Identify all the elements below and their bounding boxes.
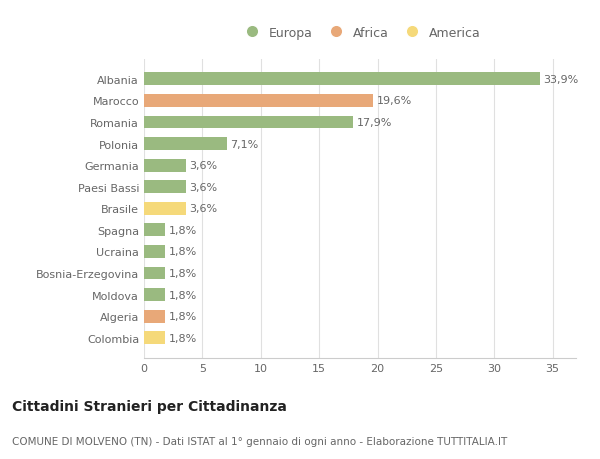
Bar [144, 224, 165, 237]
Text: 1,8%: 1,8% [169, 290, 197, 300]
Text: 1,8%: 1,8% [169, 333, 197, 343]
Text: 1,8%: 1,8% [169, 269, 197, 279]
Bar [144, 159, 186, 172]
Bar [144, 289, 165, 302]
Text: 33,9%: 33,9% [544, 75, 578, 84]
Text: 3,6%: 3,6% [190, 204, 218, 214]
Text: 17,9%: 17,9% [356, 118, 392, 128]
Text: 1,8%: 1,8% [169, 312, 197, 321]
Text: 19,6%: 19,6% [376, 96, 412, 106]
Bar [144, 138, 227, 151]
Bar [144, 116, 353, 129]
Legend: Europa, Africa, America: Europa, Africa, America [237, 24, 483, 42]
Bar [144, 181, 186, 194]
Text: 3,6%: 3,6% [190, 182, 218, 192]
Bar [144, 310, 165, 323]
Text: 1,8%: 1,8% [169, 225, 197, 235]
Text: COMUNE DI MOLVENO (TN) - Dati ISTAT al 1° gennaio di ogni anno - Elaborazione TU: COMUNE DI MOLVENO (TN) - Dati ISTAT al 1… [12, 436, 507, 446]
Text: 1,8%: 1,8% [169, 247, 197, 257]
Bar [144, 331, 165, 344]
Bar [144, 95, 373, 108]
Text: Cittadini Stranieri per Cittadinanza: Cittadini Stranieri per Cittadinanza [12, 399, 287, 413]
Bar [144, 246, 165, 258]
Bar [144, 73, 540, 86]
Text: 3,6%: 3,6% [190, 161, 218, 171]
Bar [144, 202, 186, 215]
Text: 7,1%: 7,1% [230, 139, 259, 149]
Bar [144, 267, 165, 280]
